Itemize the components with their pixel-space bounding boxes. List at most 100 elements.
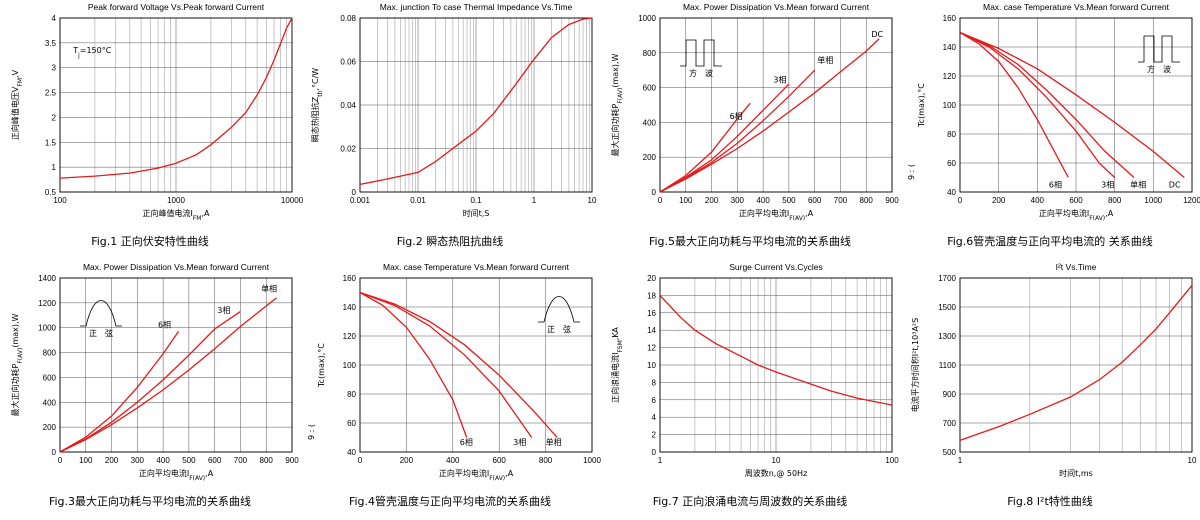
series-line-2 bbox=[359, 291, 558, 438]
x-tick-label: 10 bbox=[772, 456, 781, 465]
y-tick-label: 10 bbox=[647, 361, 656, 370]
chart-title: Max. junction To case Thermal Impedance … bbox=[380, 2, 573, 12]
x-tick-label: 300 bbox=[131, 456, 145, 465]
y-tick-label: 600 bbox=[43, 373, 57, 382]
y-tick-label: 16 bbox=[647, 309, 656, 318]
x-tick-label: 900 bbox=[885, 196, 899, 205]
y-tick-label: 2 bbox=[52, 113, 57, 122]
x-tick-label: 500 bbox=[182, 456, 196, 465]
x-tick-label: 0 bbox=[958, 196, 963, 205]
annotation-label: 6相 bbox=[158, 320, 171, 330]
y-axis-label: 最大正向功耗PF(AV)(max),W bbox=[10, 313, 24, 416]
y-axis-label: 电流平方时间积I²t,10³A²S bbox=[910, 318, 920, 412]
series-line-2 bbox=[659, 69, 816, 193]
x-tick-label: 200 bbox=[705, 196, 719, 205]
y-tick-label: 120 bbox=[343, 332, 357, 341]
sine-half-icon bbox=[538, 296, 580, 323]
x-tick-label: 600 bbox=[808, 196, 822, 205]
x-tick-label: 200 bbox=[105, 456, 119, 465]
plot-frame bbox=[359, 17, 593, 193]
y-axis-label: 正向峰值电压VFM,V bbox=[10, 69, 24, 140]
y-tick-label: 400 bbox=[643, 118, 657, 127]
x-tick-label: 1000 bbox=[583, 456, 601, 465]
waveform-icon-label: 正 弦 bbox=[547, 324, 571, 334]
series-line-0 bbox=[659, 102, 751, 193]
series-line-1 bbox=[59, 311, 241, 453]
annotation-label: 单相 bbox=[817, 55, 833, 65]
y-tick-label: 4 bbox=[52, 14, 57, 23]
x-axis-label: 正向平均电流IF(AV),A bbox=[139, 468, 214, 482]
y-axis-label: 正向浪涌电流IFSM,KA bbox=[610, 327, 624, 403]
y-tick-label: 160 bbox=[343, 274, 357, 283]
annotation-label: Tj=150°C bbox=[72, 46, 112, 59]
y-tick-label: 80 bbox=[347, 390, 356, 399]
chart-panel-fig5: Max. Power Dissipation Vs.Mean forward C… bbox=[600, 0, 900, 260]
annotation-label: 单相 bbox=[546, 437, 562, 447]
y-tick-label: 500 bbox=[943, 448, 957, 457]
x-tick-label: 700 bbox=[834, 196, 848, 205]
square-wave-icon bbox=[1138, 35, 1180, 63]
y-tick-label: 14 bbox=[647, 326, 656, 335]
y-axis-label: 最大正向功耗PF(AV)(max),W bbox=[610, 53, 624, 156]
y-tick-label: 900 bbox=[943, 390, 957, 399]
x-axis-label: 周波数n,@ 50Hz bbox=[745, 468, 808, 478]
chart-panel-fig4: Max. case Temperature Vs.Mean forward Cu… bbox=[300, 260, 601, 520]
waveform-icon-label: 正 弦 bbox=[89, 328, 113, 338]
x-tick-label: 100 bbox=[885, 456, 899, 465]
series-line-0 bbox=[359, 17, 593, 186]
x-tick-label: 400 bbox=[1031, 196, 1045, 205]
x-tick-label: 200 bbox=[992, 196, 1006, 205]
y-tick-label: 0.5 bbox=[45, 188, 57, 197]
series-line-1 bbox=[959, 31, 1116, 178]
x-tick-label: 300 bbox=[731, 196, 745, 205]
annotation-label: 3相 bbox=[1101, 180, 1114, 190]
square-wave-icon bbox=[680, 39, 722, 67]
x-axis-label: 时间t,S bbox=[463, 208, 490, 218]
x-tick-label: 800 bbox=[860, 196, 874, 205]
x-tick-label: 10000 bbox=[281, 196, 304, 205]
x-tick-label: 10 bbox=[588, 196, 597, 205]
x-tick-label: 100 bbox=[679, 196, 693, 205]
chart-fig7: Surge Current Vs.Cycles 0 2 4 6 8 10 12 14 16 18 20… bbox=[610, 262, 899, 478]
annotation-label: DC bbox=[1169, 181, 1181, 190]
x-axis-label: 正向平均电流IF(AV),A bbox=[739, 208, 814, 222]
y-tick-label: 0.08 bbox=[340, 14, 356, 23]
chart-fig5: Max. Power Dissipation Vs.Mean forward C… bbox=[610, 2, 899, 222]
series-line-1 bbox=[359, 291, 533, 438]
y-tick-label: 1700 bbox=[938, 274, 956, 283]
x-tick-label: 1 bbox=[532, 196, 537, 205]
x-tick-label: 600 bbox=[493, 456, 507, 465]
x-tick-label: 600 bbox=[208, 456, 222, 465]
chart-title: Peak forward Voltage Vs.Peak forward Cur… bbox=[88, 2, 265, 12]
y-tick-label: 18 bbox=[647, 291, 656, 300]
y-tick-label: 60 bbox=[947, 159, 956, 168]
x-tick-label: 800 bbox=[1108, 196, 1122, 205]
y-tick-label: 1000 bbox=[38, 324, 56, 333]
x-tick-label: 0.001 bbox=[350, 196, 371, 205]
y-tick-label: 600 bbox=[643, 84, 657, 93]
annotation-label: 6相 bbox=[460, 437, 473, 447]
caption-fig1: Fig.1 正向伏安特性曲线 bbox=[91, 235, 209, 248]
series-line-0 bbox=[59, 17, 293, 179]
x-tick-label: 800 bbox=[539, 456, 553, 465]
plot-frame bbox=[659, 277, 893, 453]
chart-fig3: Max. Power Dissipation Vs.Mean forward C… bbox=[10, 262, 299, 482]
series-line-3 bbox=[659, 38, 880, 193]
caption-fig7: Fig.7 正向浪涌电流与周波数的关系曲线 bbox=[652, 495, 848, 508]
x-axis-label: 正向峰值电流IFM,A bbox=[142, 208, 210, 222]
sine-half-icon bbox=[80, 300, 122, 327]
caption-fig8: Fig.8 I²t特性曲线 bbox=[1007, 495, 1093, 508]
series-line-0 bbox=[59, 331, 180, 453]
x-tick-label: 100 bbox=[79, 456, 93, 465]
y-tick-label: 0.06 bbox=[340, 58, 356, 67]
annotation-label: 单相 bbox=[1130, 180, 1146, 190]
plot-frame bbox=[359, 277, 593, 453]
chart-panel-fig3: Max. Power Dissipation Vs.Mean forward C… bbox=[0, 260, 300, 520]
x-tick-label: 0 bbox=[58, 456, 63, 465]
x-tick-label: 1200 bbox=[1183, 196, 1200, 205]
x-tick-label: 0 bbox=[358, 456, 363, 465]
y-tick-label: 20 bbox=[647, 274, 656, 283]
x-tick-label: 100 bbox=[53, 196, 67, 205]
x-axis-label: 时间t,ms bbox=[1059, 468, 1093, 478]
series-line-2 bbox=[59, 297, 277, 453]
